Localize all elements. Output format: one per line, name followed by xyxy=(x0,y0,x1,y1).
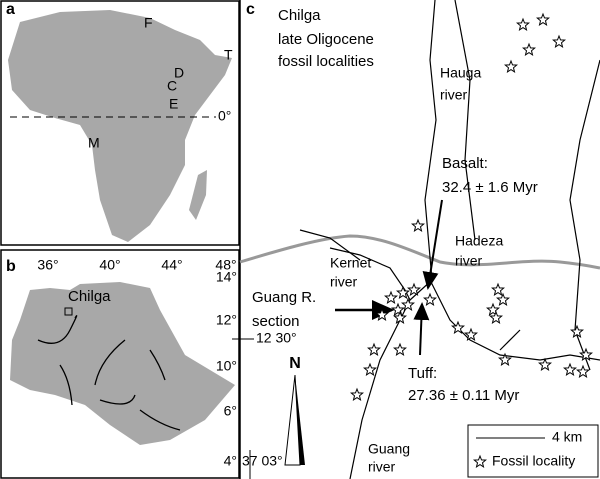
fossil-star xyxy=(570,324,584,339)
site-letter: M xyxy=(88,135,100,151)
river-label: Kernet xyxy=(330,255,371,271)
legend-label: Fossil locality xyxy=(492,453,575,469)
site-letter: E xyxy=(169,96,178,112)
basalt-date: 32.4 ± 1.6 Myr xyxy=(442,179,538,196)
fossil-star xyxy=(411,218,425,233)
fossil-star xyxy=(536,12,550,27)
lon-label: 36° xyxy=(37,257,58,273)
site-letter: D xyxy=(174,65,184,81)
fossil-star xyxy=(391,302,405,317)
lon-label: 37 03° xyxy=(242,453,283,469)
fossil-star xyxy=(473,454,487,469)
fossil-star xyxy=(498,352,512,367)
fossil-star xyxy=(563,362,577,377)
fossil-star xyxy=(423,292,437,307)
fossil-star xyxy=(407,282,421,297)
title-line: Chilga xyxy=(278,7,321,24)
fossil-star xyxy=(516,17,530,32)
fossil-star xyxy=(496,292,510,307)
panel-label: a xyxy=(6,1,15,18)
site-name: Chilga xyxy=(68,288,111,305)
panel-a-frame xyxy=(0,0,240,246)
africa xyxy=(8,10,232,242)
lon-label: 40° xyxy=(99,257,120,273)
lon-label: 48° xyxy=(215,257,236,273)
equator-label: 0° xyxy=(218,108,231,124)
fossil-star xyxy=(350,387,364,402)
fossil-star xyxy=(504,59,518,74)
fossil-star xyxy=(451,320,465,335)
river-label: river xyxy=(368,459,396,475)
fossil-star xyxy=(367,342,381,357)
fossil-star xyxy=(464,327,478,342)
legend-box xyxy=(467,424,599,478)
tuff-label: Tuff: xyxy=(408,365,437,382)
north-label: N xyxy=(289,355,301,372)
river-label: river xyxy=(440,87,468,103)
fossil-star xyxy=(393,342,407,357)
fossil-star xyxy=(576,364,590,379)
section-label: Guang R. xyxy=(252,289,316,306)
fossil-star xyxy=(491,282,505,297)
fossil-star xyxy=(401,297,415,312)
chilga-marker xyxy=(64,307,73,316)
fossil-star xyxy=(486,302,500,317)
lat-label: 12° xyxy=(216,312,237,328)
panel-label: b xyxy=(6,258,16,275)
basalt-label: Basalt: xyxy=(442,155,488,172)
fossil-star xyxy=(552,34,566,49)
fossil-star xyxy=(384,290,398,305)
rivers-b xyxy=(37,315,181,431)
fossil-localities xyxy=(350,12,593,469)
tuff-arrow xyxy=(413,302,430,356)
fossil-star xyxy=(393,310,407,325)
panel-label: c xyxy=(246,1,255,18)
lat-label: 6° xyxy=(224,403,237,419)
panel-b-frame xyxy=(0,249,240,479)
river-label: Hadeza xyxy=(455,233,503,249)
fossil-star xyxy=(522,42,536,57)
scale-label: 4 km xyxy=(552,429,582,445)
river-label: Guang xyxy=(368,441,410,457)
river-label: river xyxy=(455,253,483,269)
river-label: river xyxy=(330,274,358,290)
title-line: late Oligocene xyxy=(278,31,374,48)
site-letter: C xyxy=(167,78,177,94)
basalt-arrow xyxy=(422,199,443,290)
fossil-star xyxy=(538,357,552,372)
ethiopia xyxy=(10,282,235,445)
fossil-star xyxy=(375,307,389,322)
lat-label: 14° xyxy=(216,269,237,285)
site-letter: F xyxy=(144,15,153,31)
fossil-star xyxy=(489,310,503,325)
lon-label: 44° xyxy=(161,257,182,273)
fossil-star xyxy=(396,285,410,300)
tuff-date: 27.36 ± 0.11 Myr xyxy=(408,387,519,404)
lat-label: 4° xyxy=(224,453,237,469)
north-arrow xyxy=(295,375,305,465)
river-label: Hauga xyxy=(440,65,481,81)
site-letter: T xyxy=(224,47,233,63)
hadeza-river xyxy=(239,234,600,270)
lat-label: 12 30° xyxy=(256,330,297,346)
fossil-star xyxy=(363,362,377,377)
lat-label: 10° xyxy=(216,358,237,374)
madagascar xyxy=(189,170,207,220)
fossil-star xyxy=(579,347,593,362)
title-line: fossil localities xyxy=(278,53,374,70)
section-label: section xyxy=(252,313,300,330)
